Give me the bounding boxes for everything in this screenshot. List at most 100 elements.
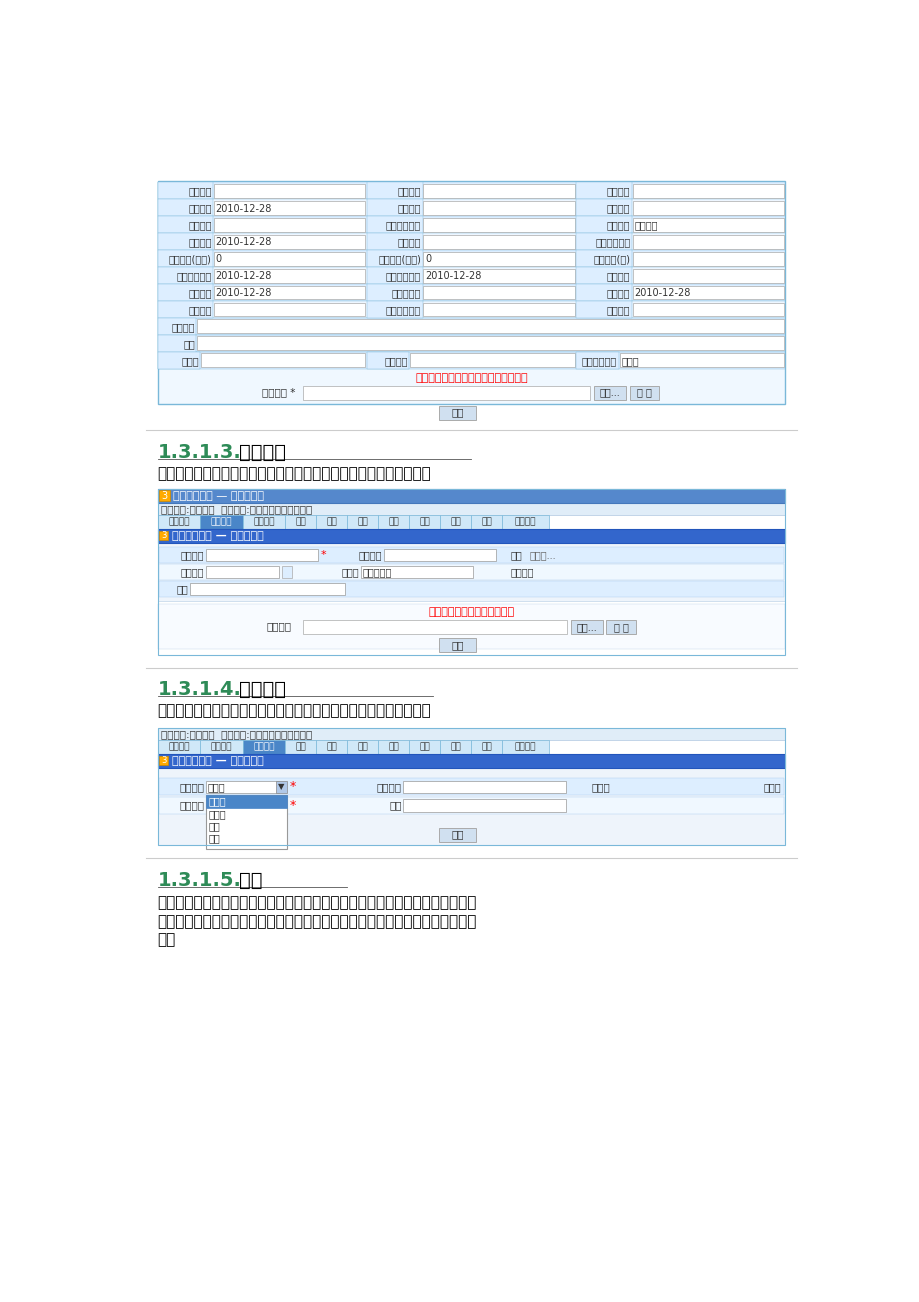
Text: 甲方名称: 甲方名称: [607, 203, 630, 214]
Text: 请选择: 请选择: [620, 355, 638, 366]
Bar: [367, 284, 422, 301]
Bar: [157, 181, 785, 404]
Bar: [632, 251, 783, 266]
Text: 新增合同状态 — 网页对话框: 新增合同状态 — 网页对话框: [171, 755, 263, 766]
Bar: [285, 516, 316, 529]
Text: 单击【新增】，在弹出页面录入合同状态信息，单击【保存】完成。: 单击【新增】，在弹出页面录入合同状态信息，单击【保存】完成。: [157, 703, 431, 717]
Text: 上 传: 上 传: [636, 388, 651, 397]
Bar: [471, 740, 502, 754]
Bar: [157, 216, 785, 233]
Bar: [157, 529, 785, 543]
Text: 履约评价: 履约评价: [515, 742, 536, 751]
Bar: [157, 182, 785, 199]
Text: 乙方名称: 乙方名称: [607, 220, 630, 230]
Text: 乙方代表: 乙方代表: [397, 237, 421, 247]
Bar: [157, 233, 785, 250]
Bar: [632, 184, 783, 198]
Bar: [157, 267, 213, 284]
Text: *: *: [320, 551, 325, 560]
Bar: [423, 285, 574, 299]
Bar: [575, 301, 631, 318]
Bar: [347, 740, 378, 754]
Text: 开工令时间: 开工令时间: [391, 288, 421, 298]
Text: 2010-12-28: 2010-12-28: [633, 288, 690, 298]
Bar: [157, 352, 200, 368]
Bar: [303, 385, 589, 400]
Bar: [214, 251, 365, 266]
Bar: [632, 234, 783, 249]
Text: 交工时间: 交工时间: [607, 288, 630, 298]
Text: 备注: 备注: [176, 585, 188, 594]
Text: 1.3.1.5.: 1.3.1.5.: [157, 871, 241, 889]
Bar: [423, 302, 574, 316]
Bar: [575, 182, 631, 199]
Bar: [423, 268, 574, 283]
Text: 3: 3: [161, 756, 166, 766]
Bar: [632, 268, 783, 283]
Bar: [403, 799, 565, 811]
Bar: [206, 796, 287, 849]
Bar: [197, 319, 783, 333]
Bar: [214, 268, 365, 283]
Bar: [575, 233, 631, 250]
Bar: [157, 503, 785, 516]
Bar: [594, 385, 626, 400]
Bar: [159, 531, 168, 540]
Bar: [159, 564, 783, 579]
Text: 支付: 支付: [450, 742, 460, 751]
Bar: [276, 781, 287, 793]
Bar: [157, 335, 196, 352]
Bar: [159, 756, 168, 766]
Text: 2010-12-28: 2010-12-28: [216, 271, 272, 281]
Text: 同清单进行录入或者通过【导入清单】的方式进行导入，完成后单击【保存】完: 同清单进行录入或者通过【导入清单】的方式进行导入，完成后单击【保存】完: [157, 914, 476, 928]
Text: 2010-12-28: 2010-12-28: [216, 288, 272, 298]
Text: 合同状态: 合同状态: [239, 680, 286, 699]
Text: 申报日期: 申报日期: [188, 203, 211, 214]
Text: 中止: 中止: [209, 822, 221, 831]
Text: 清单总价(万元): 清单总价(万元): [169, 254, 211, 264]
Text: 0: 0: [216, 254, 221, 264]
Bar: [201, 353, 365, 367]
Bar: [383, 549, 495, 561]
Bar: [409, 740, 440, 754]
Text: 合同名称: 合同名称: [397, 186, 421, 197]
Text: 工程概况: 工程概况: [210, 517, 233, 526]
Bar: [243, 516, 285, 529]
Bar: [285, 740, 316, 754]
Text: 工程概况: 工程概况: [210, 742, 233, 751]
Text: 记录人: 记录人: [591, 783, 609, 792]
Bar: [157, 199, 213, 216]
Bar: [159, 797, 783, 814]
Bar: [157, 516, 200, 529]
Bar: [367, 182, 422, 199]
Text: 请选择...: 请选择...: [529, 551, 556, 560]
Text: *: *: [289, 799, 295, 812]
Bar: [159, 779, 783, 796]
Text: 项目名称:之江大桥  合同名称:杭新景高速公路延伸线: 项目名称:之江大桥 合同名称:杭新景高速公路延伸线: [162, 504, 312, 514]
Text: 2010-12-28: 2010-12-28: [425, 271, 481, 281]
Text: 请选择: 请选择: [209, 797, 226, 806]
Bar: [378, 740, 409, 754]
Bar: [316, 740, 347, 754]
Text: 浏览...: 浏览...: [576, 622, 596, 631]
Bar: [575, 267, 631, 284]
Text: 记录时间: 记录时间: [179, 801, 204, 810]
Text: 变更: 变更: [326, 742, 337, 751]
Text: 站点管理员: 站点管理员: [362, 568, 391, 577]
Bar: [367, 250, 422, 267]
Text: 合同状态: 合同状态: [253, 517, 275, 526]
Text: 请选择: 请选择: [207, 783, 224, 792]
Bar: [440, 516, 471, 529]
Bar: [157, 604, 785, 648]
Text: 变更: 变更: [326, 517, 337, 526]
Bar: [575, 199, 631, 216]
Bar: [570, 620, 603, 634]
Text: 2010-12-28: 2010-12-28: [216, 203, 272, 214]
Bar: [159, 491, 170, 501]
Text: 计量: 计量: [419, 742, 430, 751]
Text: 保存: 保存: [451, 829, 463, 840]
Bar: [367, 267, 422, 284]
Text: 履约评价: 履约评价: [515, 517, 536, 526]
Bar: [575, 216, 631, 233]
Text: *: *: [289, 780, 295, 793]
